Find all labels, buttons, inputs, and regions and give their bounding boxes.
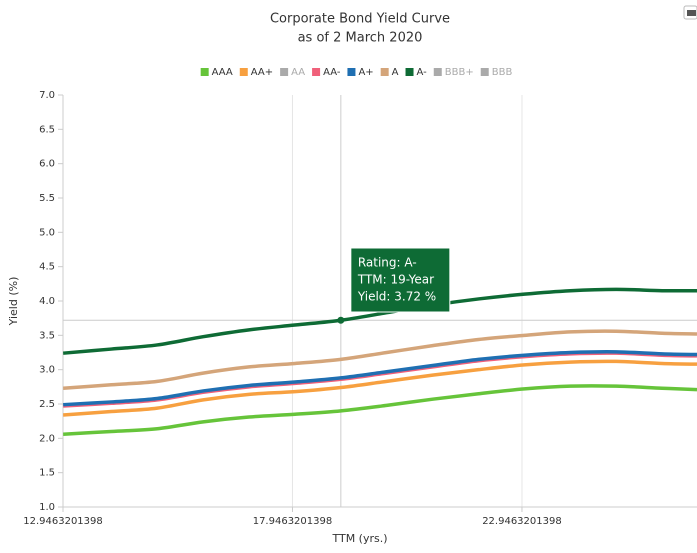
legend-label[interactable]: BBB bbox=[492, 67, 513, 78]
legend-label[interactable]: AA+ bbox=[251, 67, 273, 78]
y-tick-label: 1.5 bbox=[39, 468, 55, 479]
legend-swatch[interactable] bbox=[380, 68, 389, 76]
y-axis-label: Yield (%) bbox=[7, 277, 20, 327]
x-axis-label: TTM (yrs.) bbox=[331, 532, 387, 545]
y-tick-label: 5.5 bbox=[39, 193, 55, 204]
y-tick-label: 4.0 bbox=[39, 296, 55, 307]
legend-swatch[interactable] bbox=[280, 68, 289, 76]
legend: AAA AA+ AA AA- A+ A A- BBB+ BBB bbox=[200, 67, 513, 78]
legend-swatch[interactable] bbox=[433, 68, 442, 76]
y-tick-label: 6.5 bbox=[39, 124, 55, 135]
export-button[interactable] bbox=[683, 5, 697, 20]
legend-swatch[interactable] bbox=[347, 68, 356, 76]
y-tick-label: 3.5 bbox=[39, 330, 55, 341]
legend-swatch[interactable] bbox=[239, 68, 248, 76]
legend-label[interactable]: AAA bbox=[212, 67, 233, 78]
chart-subtitle: as of 2 March 2020 bbox=[298, 31, 423, 46]
tooltip-point bbox=[337, 316, 345, 324]
y-tick-label: 1.0 bbox=[39, 502, 55, 513]
x-tick-label: 17.9463201398 bbox=[253, 516, 333, 527]
series-line bbox=[63, 329, 697, 390]
legend-label[interactable]: A+ bbox=[358, 67, 373, 78]
y-tick-label: 3.0 bbox=[39, 365, 55, 376]
series-line bbox=[63, 359, 697, 417]
x-tick-label: 12.9463201398 bbox=[23, 516, 103, 527]
y-tick-label: 2.0 bbox=[39, 433, 55, 444]
legend-label[interactable]: AA bbox=[291, 67, 305, 78]
legend-swatch[interactable] bbox=[312, 68, 321, 76]
legend-swatch[interactable] bbox=[405, 68, 414, 76]
tooltip-text: TTM: 19-Year bbox=[357, 273, 434, 287]
tooltip-text: Yield: 3.72 % bbox=[357, 290, 436, 304]
series-line bbox=[63, 384, 697, 436]
legend-swatch[interactable] bbox=[480, 68, 489, 76]
x-tick-label: 22.9463201398 bbox=[482, 516, 562, 527]
legend-label[interactable]: BBB+ bbox=[445, 67, 474, 78]
y-tick-label: 6.0 bbox=[39, 159, 55, 170]
legend-label[interactable]: AA- bbox=[323, 67, 341, 78]
chart-title: Corporate Bond Yield Curve bbox=[270, 12, 450, 27]
legend-label[interactable]: A- bbox=[417, 67, 428, 78]
legend-label[interactable]: A bbox=[392, 67, 399, 78]
y-tick-label: 5.0 bbox=[39, 227, 55, 238]
y-tick-label: 2.5 bbox=[39, 399, 55, 410]
tooltip-box bbox=[350, 247, 451, 313]
legend-swatch[interactable] bbox=[200, 68, 209, 76]
series-line bbox=[63, 349, 697, 407]
y-tick-label: 4.5 bbox=[39, 262, 55, 273]
tooltip-text: Rating: A- bbox=[358, 256, 417, 270]
y-tick-label: 7.0 bbox=[39, 90, 55, 101]
series-line bbox=[63, 287, 697, 355]
